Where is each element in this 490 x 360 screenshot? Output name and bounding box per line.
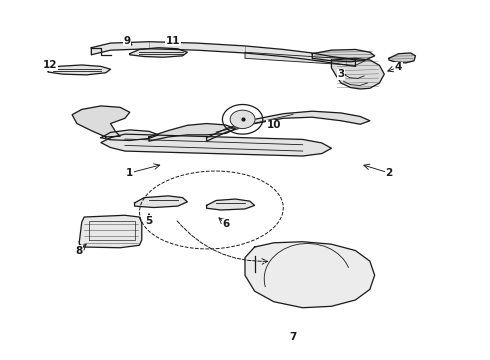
Text: 7: 7 bbox=[289, 332, 297, 342]
Polygon shape bbox=[101, 130, 159, 140]
Text: 2: 2 bbox=[386, 168, 392, 178]
Text: 3: 3 bbox=[338, 69, 344, 79]
Polygon shape bbox=[135, 196, 187, 207]
Polygon shape bbox=[72, 106, 130, 137]
Text: 6: 6 bbox=[222, 219, 229, 229]
Polygon shape bbox=[245, 52, 365, 66]
Polygon shape bbox=[331, 58, 384, 89]
Circle shape bbox=[230, 110, 255, 129]
Text: 4: 4 bbox=[395, 62, 402, 72]
Polygon shape bbox=[312, 49, 375, 62]
Polygon shape bbox=[48, 65, 111, 75]
Polygon shape bbox=[130, 48, 187, 57]
Polygon shape bbox=[207, 111, 370, 141]
Text: 5: 5 bbox=[146, 216, 152, 226]
Polygon shape bbox=[101, 134, 331, 156]
Text: 12: 12 bbox=[43, 60, 58, 70]
Polygon shape bbox=[149, 123, 235, 141]
Text: 10: 10 bbox=[267, 120, 281, 130]
Polygon shape bbox=[389, 53, 416, 63]
Polygon shape bbox=[79, 215, 142, 248]
Polygon shape bbox=[245, 242, 375, 308]
Text: 11: 11 bbox=[166, 36, 180, 46]
Polygon shape bbox=[91, 42, 355, 66]
Polygon shape bbox=[207, 199, 255, 210]
Text: 8: 8 bbox=[76, 246, 83, 256]
Text: 1: 1 bbox=[126, 168, 133, 178]
Text: 9: 9 bbox=[124, 36, 131, 46]
